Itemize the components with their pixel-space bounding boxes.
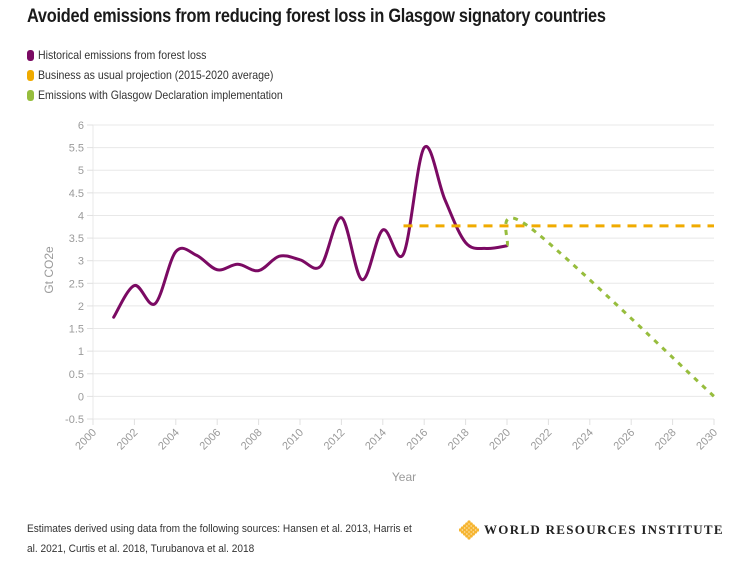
logo-dot	[467, 520, 471, 524]
logo-dot	[460, 526, 464, 530]
logo-dot	[463, 532, 467, 536]
logo-dot	[471, 528, 475, 532]
y-tick-label: 0.5	[69, 369, 84, 381]
logo-dot	[469, 530, 473, 534]
logo-dot	[469, 522, 473, 526]
y-tick-label: 0	[78, 391, 84, 403]
x-tick-label: 2022	[529, 427, 555, 453]
y-tick-label: 5	[78, 165, 84, 177]
x-tick-label: 2030	[694, 427, 720, 453]
logo-dot	[469, 534, 473, 538]
series-line-historical	[112, 144, 509, 319]
footer-sources: Estimates derived using data from the fo…	[27, 523, 412, 555]
y-tick-label: 1.5	[69, 324, 84, 336]
y-axis-label: Gt CO2e	[42, 246, 56, 294]
logo-dot	[467, 536, 471, 540]
x-tick-label: 2028	[653, 427, 679, 453]
logo-dot	[465, 534, 469, 538]
x-axis-ticks: 2000 2002 2004 2006 2008 2010 2012 2014 2016 2018…	[73, 419, 720, 452]
legend-swatch-bau	[27, 69, 34, 81]
x-tick-label: 2018	[446, 427, 472, 453]
gridlines	[92, 124, 714, 420]
y-tick-label: 4.5	[69, 188, 84, 200]
wri-logo-icon	[459, 520, 479, 540]
wri-logo-text: WORLD RESOURCES INSTITUTE	[484, 522, 724, 537]
legend-item-bau[interactable]: Business as usual projection (2015-2020 …	[27, 65, 316, 85]
logo-dot	[476, 528, 479, 532]
legend-label: Historical emissions from forest loss	[38, 48, 207, 62]
y-tick-label: 2.5	[69, 278, 84, 290]
logo-dot	[467, 532, 471, 536]
y-tick-label: 4	[78, 210, 84, 222]
series-line-glasgow	[504, 216, 716, 398]
legend: Historical emissions from forest loss Bu…	[27, 45, 316, 105]
legend-item-glasgow[interactable]: Emissions with Glasgow Declaration imple…	[27, 85, 316, 105]
y-tick-label: 5.5	[69, 143, 84, 155]
x-axis-label: Year	[392, 470, 416, 484]
series-lines	[112, 144, 716, 398]
logo-dot	[465, 526, 469, 530]
logo-dot	[460, 530, 464, 534]
logo-dot	[471, 532, 475, 536]
logo-dot	[465, 530, 469, 534]
legend-swatch-historical	[27, 49, 34, 61]
logo-dot	[471, 524, 475, 528]
y-tick-label: 2	[78, 301, 84, 313]
logo-dot	[474, 526, 478, 530]
x-tick-label: 2016	[405, 427, 431, 453]
chart-plot: 65.554.543.532.521.510.50-0.5 2000 2002 20…	[42, 120, 720, 484]
y-tick-label: 3.5	[69, 233, 84, 245]
x-tick-label: 2026	[612, 427, 638, 453]
y-axis-ticks: 6 5.5 5 4.5 4 3.5 3 2.5 2 1.5 1 0.5 0 -0.5	[65, 120, 93, 426]
logo-dot	[459, 528, 462, 532]
y-tick-label: 6	[78, 120, 84, 132]
x-tick-label: 2000	[73, 427, 99, 453]
logo-dot	[474, 530, 478, 534]
x-tick-label: 2004	[156, 427, 182, 453]
y-tick-label: -0.5	[65, 414, 84, 426]
x-tick-label: 2002	[115, 427, 141, 453]
x-tick-label: 2010	[280, 427, 306, 453]
logo-dot	[463, 524, 467, 528]
legend-label: Business as usual projection (2015-2020 …	[38, 68, 274, 82]
y-tick-label: 1	[78, 346, 84, 358]
y-tick-label: 3	[78, 256, 84, 268]
wri-logo[interactable]: WORLD RESOURCES INSTITUTE	[459, 520, 724, 540]
logo-dot	[465, 522, 469, 526]
logo-dot	[467, 524, 471, 528]
legend-item-historical[interactable]: Historical emissions from forest loss	[27, 45, 316, 65]
x-tick-label: 2020	[487, 427, 513, 453]
logo-dot	[463, 528, 467, 532]
legend-swatch-glasgow	[27, 89, 34, 101]
x-tick-label: 2012	[322, 427, 348, 453]
x-tick-label: 2024	[570, 427, 596, 453]
x-tick-label: 2008	[239, 427, 265, 453]
logo-dot	[467, 528, 471, 532]
legend-label: Emissions with Glasgow Declaration imple…	[38, 88, 283, 102]
chart-title: Avoided emissions from reducing forest l…	[27, 6, 606, 27]
x-tick-label: 2014	[363, 427, 389, 453]
x-tick-label: 2006	[198, 427, 224, 453]
logo-dot	[469, 526, 473, 530]
